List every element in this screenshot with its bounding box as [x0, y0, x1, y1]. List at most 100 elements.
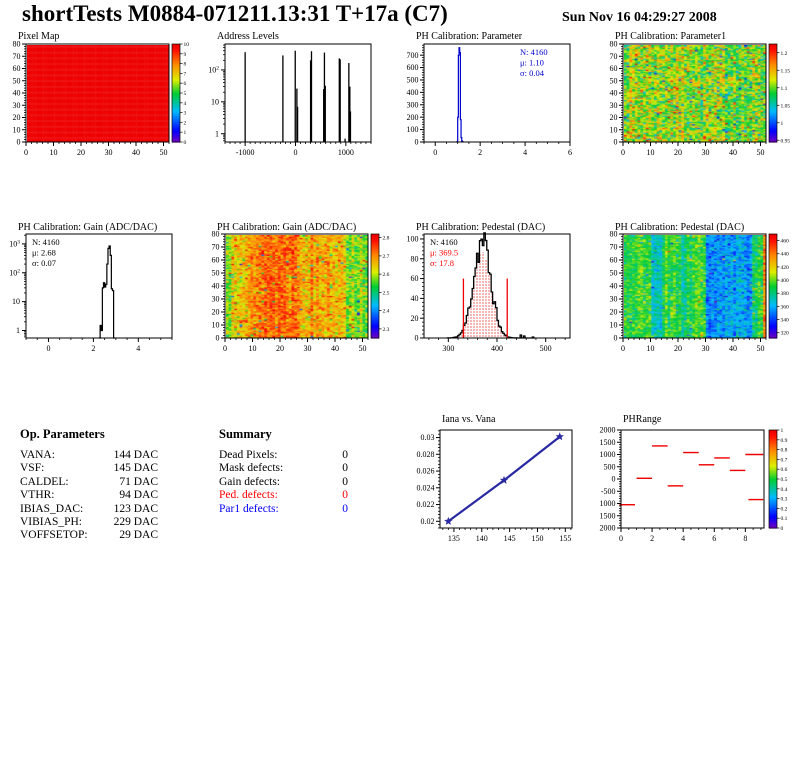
- svg-text:7: 7: [184, 71, 187, 77]
- svg-text:2: 2: [478, 148, 482, 157]
- svg-text:80: 80: [411, 254, 419, 263]
- svg-text:10: 10: [647, 148, 655, 157]
- chart-iana-vs-vana: Iana vs. Vana 135 140 145 150 155 0.02 0.022 0.0…: [398, 405, 597, 577]
- svg-text:0: 0: [415, 334, 419, 343]
- svg-text:10: 10: [13, 125, 21, 134]
- svg-text:80: 80: [610, 40, 618, 49]
- op-parameter-value: 123 DAC: [113, 502, 158, 515]
- svg-text:PH Calibration: Gain (ADC/DAC): PH Calibration: Gain (ADC/DAC): [18, 222, 157, 233]
- svg-text:0: 0: [184, 140, 187, 146]
- chart-ph-cal-gain-hist: PH Calibration: Gain (ADC/DAC) 0 2 4 1 10 102 1…: [0, 218, 199, 390]
- header-date: Sun Nov 16 04:29:27 2008: [562, 10, 717, 25]
- svg-text:Address Levels: Address Levels: [217, 31, 279, 42]
- svg-text:70: 70: [13, 52, 21, 61]
- svg-text:1000: 1000: [600, 450, 616, 459]
- svg-text:N: 4160: N: 4160: [32, 237, 60, 247]
- svg-text:140: 140: [476, 534, 488, 543]
- svg-text:0: 0: [781, 526, 784, 532]
- svg-text:380: 380: [781, 291, 790, 297]
- op-parameter-row: VTHR: 94 DAC: [20, 489, 158, 502]
- svg-text:20: 20: [13, 113, 21, 122]
- svg-text:σ: 0.07: σ: 0.07: [32, 258, 56, 268]
- chart-svg-ph-cal-parameter: PH Calibration: Parameter 0 2 4 6 0 100 200 300 4…: [407, 31, 573, 157]
- svg-text:0: 0: [24, 148, 28, 157]
- svg-text:0.03: 0.03: [421, 433, 435, 442]
- svg-text:300: 300: [407, 100, 419, 109]
- svg-text:1.15: 1.15: [781, 68, 791, 74]
- chart-address-levels: Address Levels -1000 0 1000 1 10 102: [199, 30, 398, 202]
- svg-text:40: 40: [610, 282, 618, 291]
- summary-row: Ped. defects: 0: [219, 489, 348, 502]
- svg-text:60: 60: [610, 64, 618, 73]
- svg-text:2.6: 2.6: [383, 272, 390, 278]
- svg-text:3: 3: [184, 111, 187, 117]
- svg-text:1: 1: [184, 130, 187, 136]
- svg-text:500: 500: [604, 462, 616, 471]
- svg-text:4: 4: [184, 101, 187, 107]
- svg-text:0.028: 0.028: [417, 450, 435, 459]
- svg-text:0.1: 0.1: [781, 516, 788, 522]
- chart-pixel-map: Pixel Map 0 10 20 30 40 50 0 10 20 30 40 50 60 70 80 10 9…: [0, 30, 199, 202]
- svg-text:-500: -500: [601, 487, 616, 496]
- svg-text:50: 50: [212, 269, 220, 278]
- heatmap-pixel-map: [26, 44, 169, 142]
- svg-text:6: 6: [184, 81, 187, 87]
- svg-text:30: 30: [105, 148, 113, 157]
- svg-text:PH Calibration: Parameter: PH Calibration: Parameter: [416, 31, 523, 42]
- svg-text:1500: 1500: [600, 438, 616, 447]
- chart-ph-cal-pedestal-map: PH Calibration: Pedestal (DAC) 0 10 20 30 40 5…: [597, 218, 796, 390]
- summary-value: 0: [342, 489, 348, 502]
- svg-text:2000: 2000: [600, 524, 616, 533]
- chart-ph-cal-parameter: PH Calibration: Parameter 0 2 4 6 0 100 200 300 4…: [398, 30, 597, 202]
- svg-text:0: 0: [614, 334, 618, 343]
- op-parameter-value: 71 DAC: [119, 475, 158, 488]
- svg-text:1: 1: [215, 129, 219, 138]
- svg-text:0.024: 0.024: [417, 483, 435, 492]
- svg-text:60: 60: [13, 64, 21, 73]
- svg-text:0.02: 0.02: [421, 517, 435, 526]
- op-parameter-value: 94 DAC: [119, 489, 158, 502]
- svg-text:0: 0: [621, 344, 625, 353]
- chart-phrange: PHRange 0 2 4 6 8 2000 1500 1000 500 0 -500 1000 1500…: [597, 405, 796, 577]
- svg-text:320: 320: [781, 331, 790, 337]
- svg-text:N: 4160: N: 4160: [520, 47, 548, 57]
- svg-text:4: 4: [681, 534, 685, 543]
- svg-text:5: 5: [184, 91, 187, 97]
- chart-ph-cal-pedestal-hist: PH Calibration: Pedestal (DAC) 300 400 500 0…: [398, 218, 597, 390]
- svg-text:0.4: 0.4: [781, 487, 788, 493]
- chart-ph-cal-gain-map: PH Calibration: Gain (ADC/DAC) 0 10 20 30 40 5…: [199, 218, 398, 390]
- op-parameter-row: CALDEL: 71 DAC: [20, 476, 158, 489]
- svg-text:Iana vs. Vana: Iana vs. Vana: [442, 414, 496, 425]
- chart-svg-ph-cal-pedestal-map: PH Calibration: Pedestal (DAC) 0 10 20 30 40 5…: [610, 222, 790, 353]
- svg-text:135: 135: [448, 534, 460, 543]
- svg-text:440: 440: [781, 252, 790, 258]
- svg-text:50: 50: [160, 148, 168, 157]
- summary-value: 0: [342, 449, 348, 461]
- svg-text:340: 340: [781, 318, 790, 324]
- svg-text:PH Calibration: Pedestal (DAC): PH Calibration: Pedestal (DAC): [416, 222, 545, 233]
- svg-text:70: 70: [610, 243, 618, 252]
- chart-svg-iana-vs-vana: Iana vs. Vana 135 140 145 150 155 0.02 0.022 0.0…: [417, 414, 573, 543]
- summary-value: 0: [342, 475, 348, 488]
- svg-text:102: 102: [9, 268, 20, 277]
- summary-block: Summary Dead Pixels: 0 Mask defects: 0 Gain …: [219, 427, 348, 516]
- chart-svg-ph-cal-gain-hist: PH Calibration: Gain (ADC/DAC) 0 2 4 1 10 102 1…: [9, 222, 173, 353]
- svg-text:2.8: 2.8: [383, 236, 390, 242]
- svg-text:420: 420: [781, 265, 790, 271]
- op-parameter-label: CALDEL:: [20, 475, 69, 488]
- op-parameter-label: VSF:: [20, 462, 45, 475]
- svg-text:8: 8: [184, 62, 187, 68]
- svg-text:2.5: 2.5: [383, 290, 390, 296]
- svg-text:1: 1: [16, 326, 20, 335]
- op-parameter-label: IBIAS_DAC:: [20, 502, 84, 515]
- svg-text:40: 40: [729, 344, 737, 353]
- svg-text:20: 20: [674, 148, 682, 157]
- svg-text:1.05: 1.05: [781, 103, 791, 109]
- svg-text:50: 50: [359, 344, 367, 353]
- svg-text:0.6: 0.6: [781, 467, 788, 473]
- summary-label: Mask defects:: [219, 462, 284, 475]
- svg-text:1: 1: [781, 121, 784, 127]
- summary-label: Par1 defects:: [219, 502, 279, 515]
- svg-text:145: 145: [504, 534, 516, 543]
- svg-text:10: 10: [184, 42, 190, 48]
